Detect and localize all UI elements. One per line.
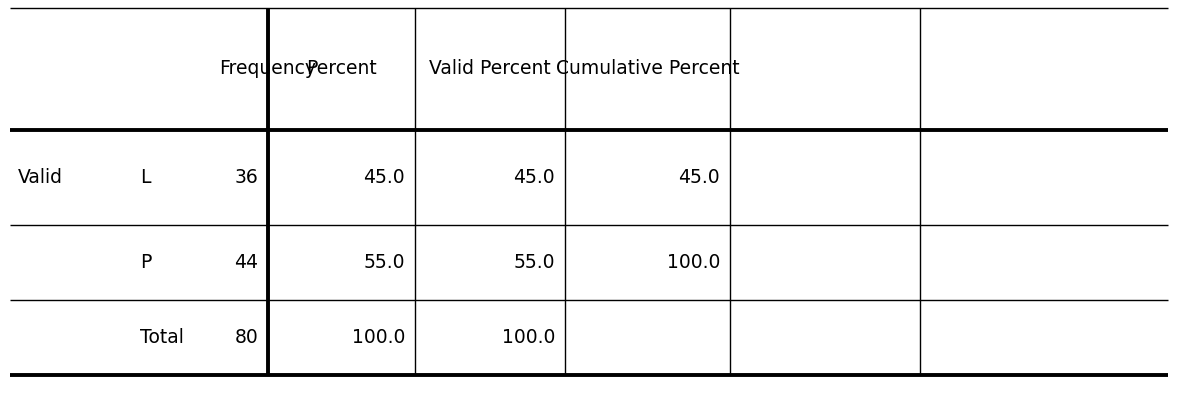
Text: 55.0: 55.0 (514, 253, 555, 272)
Text: 45.0: 45.0 (363, 168, 405, 187)
Text: 100.0: 100.0 (351, 328, 405, 347)
Text: Frequency: Frequency (219, 59, 317, 78)
Text: 55.0: 55.0 (364, 253, 405, 272)
Text: 45.0: 45.0 (679, 168, 720, 187)
Text: Total: Total (140, 328, 184, 347)
Text: 80: 80 (234, 328, 258, 347)
Text: 45.0: 45.0 (514, 168, 555, 187)
Text: P: P (140, 253, 152, 272)
Text: 36: 36 (234, 168, 258, 187)
Text: 100.0: 100.0 (667, 253, 720, 272)
Text: Percent: Percent (306, 59, 377, 78)
Text: 100.0: 100.0 (502, 328, 555, 347)
Text: L: L (140, 168, 151, 187)
Text: 44: 44 (234, 253, 258, 272)
Text: Cumulative Percent: Cumulative Percent (556, 59, 740, 78)
Text: Valid: Valid (18, 168, 62, 187)
Text: Valid Percent: Valid Percent (429, 59, 551, 78)
